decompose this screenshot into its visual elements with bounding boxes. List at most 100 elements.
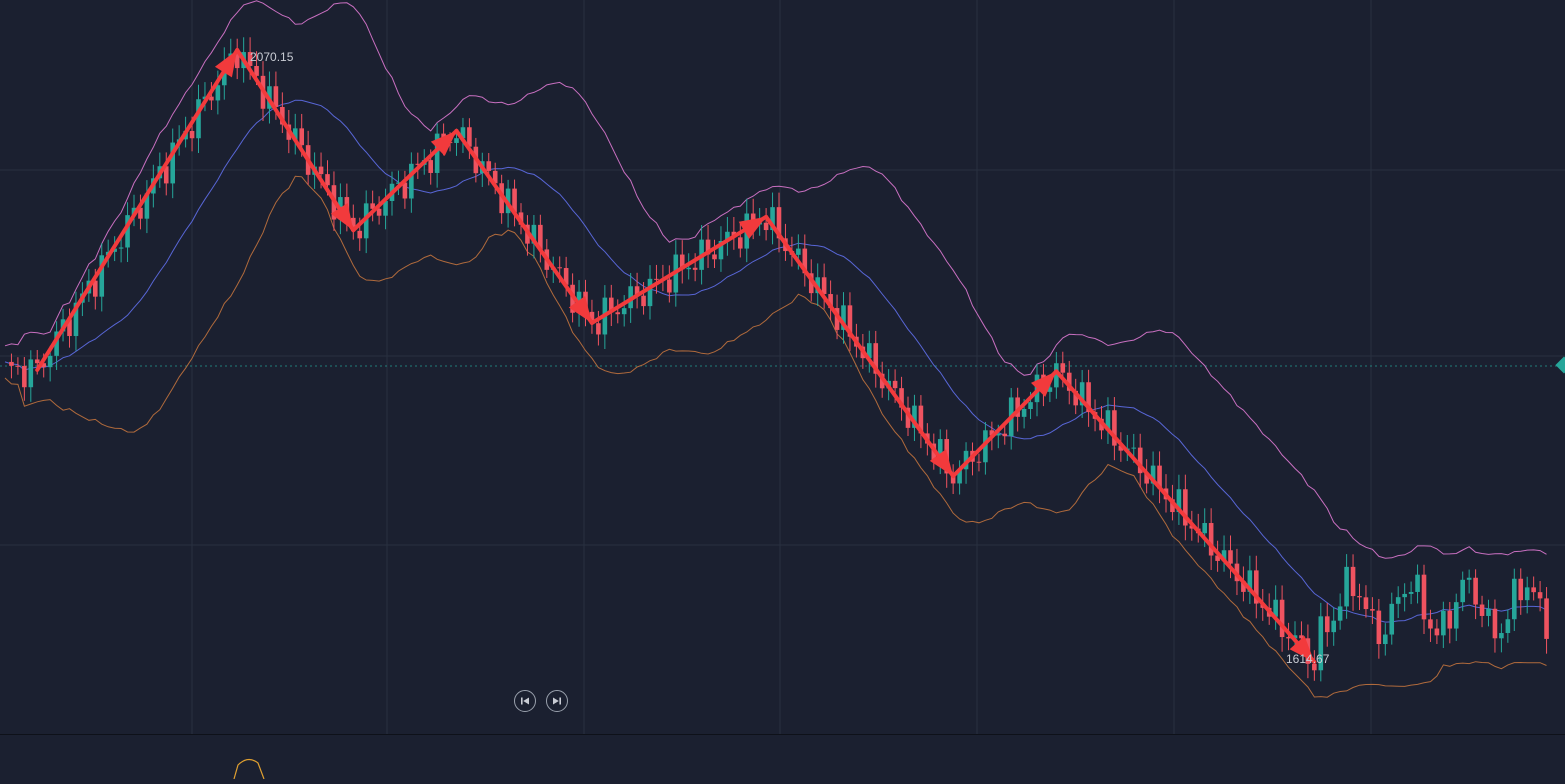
candle-body (47, 355, 53, 368)
candle-body (834, 308, 840, 330)
candle-body (15, 365, 21, 367)
lower-band-line (4, 175, 1547, 698)
candle-body (370, 203, 375, 209)
zigzag-arrow-head (929, 449, 954, 477)
candle-body (28, 359, 34, 388)
zigzag-arrow-head (330, 202, 354, 231)
candle-body (679, 254, 685, 270)
candle-body (1279, 599, 1285, 638)
candle-body (1383, 634, 1388, 645)
candle-body (983, 430, 988, 463)
candle-body (1370, 609, 1375, 611)
candle-body (596, 323, 601, 335)
candle-body (1415, 574, 1420, 592)
candle-body (892, 380, 898, 389)
candle-body (1286, 637, 1291, 639)
candle-body (454, 138, 459, 143)
zigzag-arrow-shaft (589, 214, 769, 325)
scroll-to-start-button[interactable] (514, 690, 536, 712)
candle-body (705, 239, 711, 255)
candle-body (1137, 447, 1143, 474)
zigzag-arrow-shaft (764, 214, 956, 479)
candle-body (937, 439, 943, 461)
candle-body (867, 343, 872, 359)
candle-body (1499, 633, 1504, 639)
candle-body (563, 268, 569, 285)
candle-body (531, 224, 537, 244)
candle-body (486, 161, 492, 171)
candle-body (1002, 433, 1008, 437)
candle-body (383, 201, 388, 216)
indicator-pane (0, 734, 1565, 780)
candle-body (802, 248, 808, 274)
candle-body (725, 231, 730, 241)
price-chart[interactable]: 2070.15 1614.67 (0, 0, 1565, 734)
zigzag-arrow-head (1030, 371, 1057, 397)
zigzag-arrow-head (214, 50, 238, 78)
candle-body (215, 85, 221, 101)
scroll-to-end-button[interactable] (546, 690, 568, 712)
candle-body (847, 305, 853, 337)
candle-body (996, 433, 1001, 436)
candle-body (538, 224, 543, 250)
candle-body (950, 473, 956, 484)
candle-body (1479, 604, 1485, 616)
candle-body (351, 217, 356, 231)
candle-body (1254, 570, 1259, 604)
candle-body (357, 230, 363, 239)
candle-body (667, 279, 672, 293)
candle-body (912, 405, 917, 428)
candle-body (1344, 566, 1349, 607)
candle-body (1518, 578, 1524, 601)
candle-body (1176, 489, 1182, 513)
candle-body (1544, 598, 1549, 639)
candle-body (467, 127, 472, 147)
candle-body (254, 65, 259, 76)
candle-body (776, 207, 782, 239)
candle-body (1015, 397, 1020, 417)
candle-body (1189, 525, 1195, 529)
candle-body (918, 405, 924, 434)
candle-body (1247, 570, 1253, 592)
candle-body (54, 331, 59, 356)
candle-body (686, 267, 691, 270)
candle-body (376, 208, 382, 216)
candle-body (1402, 593, 1407, 598)
candle-body (1505, 619, 1511, 634)
candle-body (692, 267, 698, 270)
candle-body (1434, 628, 1440, 636)
low-price-label: 1614.67 (1286, 652, 1330, 666)
candle-body (209, 96, 214, 101)
skip-forward-icon (553, 697, 561, 705)
candle-body (112, 248, 117, 252)
candle-body (41, 363, 46, 368)
candle-body (73, 302, 79, 337)
candle-body (821, 277, 827, 295)
candle-body (34, 359, 40, 364)
candle-body (396, 182, 401, 184)
candle-body (808, 273, 814, 294)
candle-body (1447, 610, 1453, 629)
candle-body (899, 388, 904, 408)
candle-body (763, 222, 769, 231)
candle-body (434, 133, 440, 173)
candle-body (1086, 382, 1091, 413)
candle-body (163, 166, 169, 184)
zigzag-arrow-shaft (1054, 369, 1317, 664)
candle-body (1228, 550, 1233, 564)
candle-body (1324, 616, 1330, 633)
candle-body (1376, 610, 1382, 645)
candle-body (1350, 566, 1356, 597)
zigzag-arrow-head (1289, 635, 1315, 662)
candle-body (963, 450, 969, 470)
candle-body (292, 128, 298, 140)
indicator-pane-svg (233, 758, 265, 780)
candle-body (428, 160, 433, 173)
chart-grid (0, 0, 1565, 734)
candle-body (67, 319, 72, 337)
candle-body (615, 312, 621, 315)
candle-body (1170, 499, 1175, 513)
candle-body (1357, 596, 1362, 598)
candle-body (1492, 608, 1498, 639)
candle-body (1395, 597, 1401, 604)
